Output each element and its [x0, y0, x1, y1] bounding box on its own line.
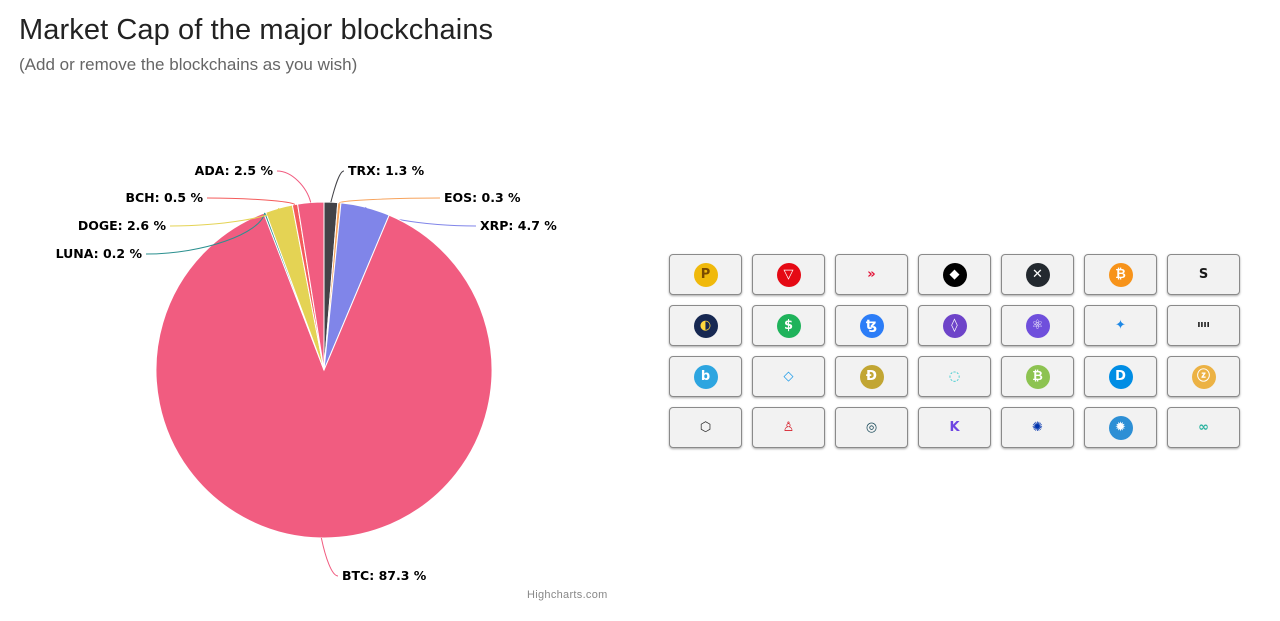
toggle-iota-button[interactable]: ıııı [1167, 305, 1240, 346]
data-label-eos: EOS: 0.3 % [444, 190, 521, 205]
toggle-stable-coin-button[interactable]: $ [752, 305, 825, 346]
icon-icon: ◌ [943, 365, 967, 389]
highcharts-credits[interactable]: Highcharts.com [527, 589, 608, 601]
data-label-btc: BTC: 87.3 % [342, 568, 427, 583]
dash-icon: D [1109, 365, 1133, 389]
pie-chart: TRX: 1.3 % EOS: 0.3 % XRP: 4.7 % BTC: 87.3 … [0, 120, 640, 590]
cosmos-blue-icon: ✹ [1109, 416, 1133, 440]
diamond-icon: ◇ [777, 365, 801, 389]
polkadot-shield-icon: ◊ [943, 314, 967, 338]
hive-icon: » [860, 263, 884, 287]
toggle-harmony-button[interactable]: ✦ [1084, 305, 1157, 346]
toggle-hive-button[interactable]: » [835, 254, 908, 295]
toggle-cardano-button[interactable]: ✺ [1001, 407, 1074, 448]
harmony-icon: ✦ [1109, 314, 1133, 338]
toggle-tezos-button[interactable]: ꜩ [835, 305, 908, 346]
data-label-ada: ADA: 2.5 % [195, 163, 274, 178]
toggle-atom-button[interactable]: ⚛ [1001, 305, 1074, 346]
toggle-pancake-button[interactable]: P [669, 254, 742, 295]
toggle-diamond-button[interactable]: ◇ [752, 356, 825, 397]
tezos-icon: ꜩ [860, 314, 884, 338]
chart-subtitle: (Add or remove the blockchains as you wi… [19, 55, 357, 75]
eos-icon: ◆ [943, 263, 967, 287]
zcash-icon: ⓩ [1192, 365, 1216, 389]
toggle-zcash-button[interactable]: ⓩ [1167, 356, 1240, 397]
steem-icon: S [1192, 263, 1216, 287]
toggle-bitcoin-button[interactable]: ₿ [1084, 254, 1157, 295]
bancor-icon: b [694, 365, 718, 389]
data-label-bch: BCH: 0.5 % [125, 190, 203, 205]
chainlink-knot-icon: ∞ [1192, 416, 1216, 440]
xrp-icon: ✕ [1026, 263, 1050, 287]
atom-icon: ⚛ [1026, 314, 1050, 338]
toggle-terra-luna-button[interactable]: ◐ [669, 305, 742, 346]
toggle-ultra-button[interactable]: ⬡ [669, 407, 742, 448]
pancake-icon: P [694, 263, 718, 287]
connector-trx [331, 171, 344, 202]
toggle-steem-button[interactable]: S [1167, 254, 1240, 295]
toggle-bancor-button[interactable]: b [669, 356, 742, 397]
stable-coin-icon: $ [777, 314, 801, 338]
huobi-person-icon: ♙ [777, 416, 801, 440]
ultra-icon: ⬡ [694, 416, 718, 440]
ontology-icon: ◎ [860, 416, 884, 440]
toggle-polkadot-shield-button[interactable]: ◊ [918, 305, 991, 346]
bitcoin-cash-icon: ₿ [1026, 365, 1050, 389]
toggle-dogecoin-button[interactable]: Ð [835, 356, 908, 397]
connector-bch [207, 198, 295, 205]
toggle-icon-button[interactable]: ◌ [918, 356, 991, 397]
toggle-chainlink-knot-button[interactable]: ∞ [1167, 407, 1240, 448]
connector-eos [339, 198, 440, 203]
toggle-tron-button[interactable]: ▽ [752, 254, 825, 295]
kucoin-icon: K [943, 416, 967, 440]
data-label-doge: DOGE: 2.6 % [78, 218, 167, 233]
terra-luna-icon: ◐ [694, 314, 718, 338]
connector-ada [277, 171, 311, 203]
data-label-trx: TRX: 1.3 % [348, 163, 425, 178]
data-label-luna: LUNA: 0.2 % [56, 246, 143, 261]
toggle-dash-button[interactable]: D [1084, 356, 1157, 397]
iota-icon: ıııı [1192, 314, 1216, 338]
connector-btc [321, 538, 338, 576]
toggle-ontology-button[interactable]: ◎ [835, 407, 908, 448]
tron-icon: ▽ [777, 263, 801, 287]
toggle-cosmos-blue-button[interactable]: ✹ [1084, 407, 1157, 448]
toggle-kucoin-button[interactable]: K [918, 407, 991, 448]
cardano-icon: ✺ [1026, 416, 1050, 440]
chart-title: Market Cap of the major blockchains [19, 14, 493, 47]
data-label-xrp: XRP: 4.7 % [480, 218, 557, 233]
toggle-bitcoin-cash-button[interactable]: ₿ [1001, 356, 1074, 397]
toggle-eos-button[interactable]: ◆ [918, 254, 991, 295]
toggle-xrp-button[interactable]: ✕ [1001, 254, 1074, 295]
toggle-huobi-person-button[interactable]: ♙ [752, 407, 825, 448]
dogecoin-icon: Ð [860, 365, 884, 389]
bitcoin-icon: ₿ [1109, 263, 1133, 287]
